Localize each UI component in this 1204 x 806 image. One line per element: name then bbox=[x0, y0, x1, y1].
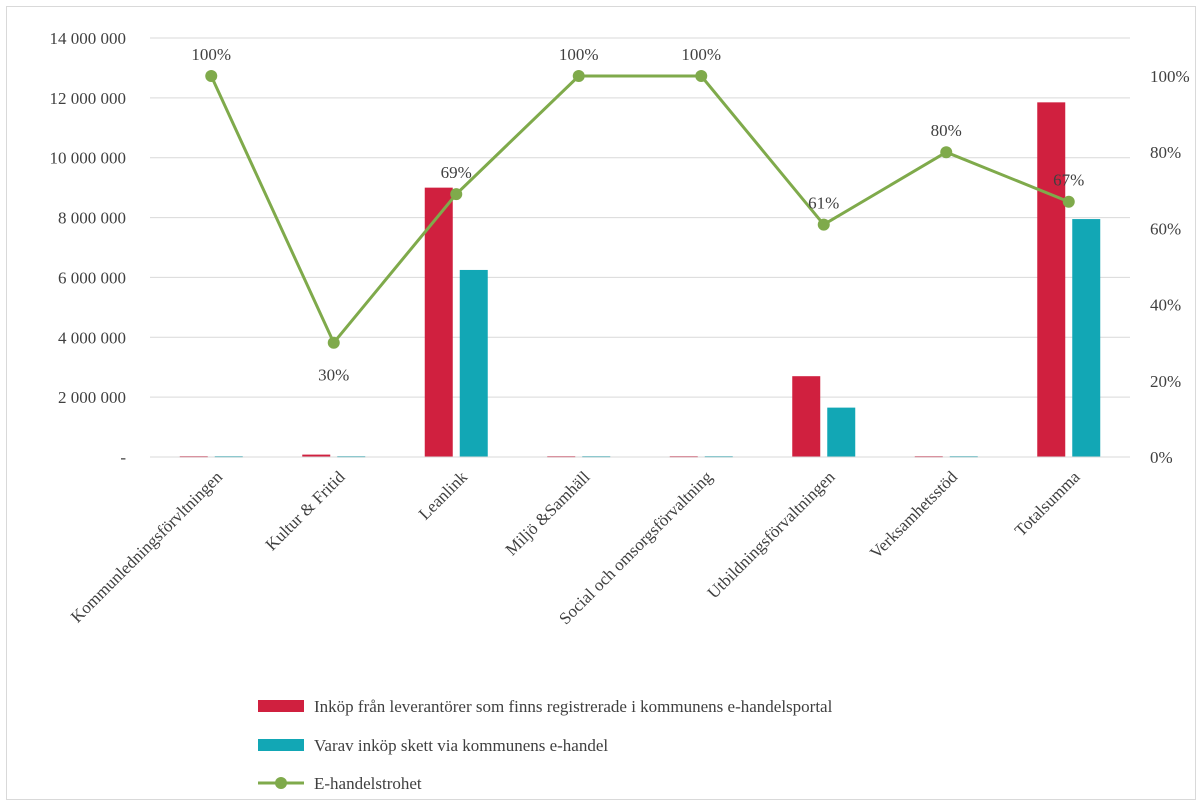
chart-frame bbox=[6, 6, 1196, 800]
category-label: Leanlink bbox=[415, 467, 472, 524]
line-series bbox=[205, 70, 1075, 349]
bars bbox=[179, 102, 1101, 458]
data-label: 100% bbox=[681, 45, 721, 64]
y-left-tick-label: 8 000 000 bbox=[58, 209, 126, 228]
data-label: 61% bbox=[808, 194, 839, 213]
line-point bbox=[817, 218, 830, 231]
category-label: Utbildningsförvaltningen bbox=[704, 467, 839, 602]
y-left-tick-label: 2 000 000 bbox=[58, 388, 126, 407]
y-left-tick-label: - bbox=[120, 448, 126, 467]
y-axis-right: 0% 20% 40% 60% 80% 100% bbox=[1150, 67, 1190, 467]
y-left-tick-label: 14 000 000 bbox=[50, 29, 127, 48]
category-labels: Kommunledningsförvltningen Kultur & Friti… bbox=[67, 467, 1084, 628]
legend-label: Varav inköp skett via kommunens e-handel bbox=[314, 736, 608, 755]
bar bbox=[792, 376, 821, 457]
y-left-tick-label: 12 000 000 bbox=[50, 89, 127, 108]
legend-marker bbox=[275, 777, 287, 789]
legend-swatch bbox=[258, 739, 304, 751]
category-label: Totalsumma bbox=[1011, 467, 1084, 540]
data-labels: 100% 30% 69% 100% 100% 61% 80% 67% bbox=[191, 45, 1084, 385]
line-point bbox=[450, 188, 463, 201]
line-point bbox=[572, 70, 585, 82]
legend: Inköp från leverantörer som finns regist… bbox=[258, 697, 833, 793]
line-point bbox=[205, 70, 218, 82]
category-label: Miljö &Samhäll bbox=[502, 467, 594, 559]
y-left-tick-label: 6 000 000 bbox=[58, 268, 126, 287]
y-left-tick-label: 10 000 000 bbox=[50, 149, 127, 168]
y-right-tick-label: 60% bbox=[1150, 219, 1181, 238]
line-series-path bbox=[209, 74, 1070, 346]
y-axis-left: - 2 000 000 4 000 000 6 000 000 8 000 000 10 … bbox=[50, 29, 127, 467]
bar bbox=[424, 187, 453, 457]
y-right-tick-label: 40% bbox=[1150, 296, 1181, 315]
line-point bbox=[1062, 195, 1075, 208]
bar bbox=[1037, 102, 1066, 457]
y-right-tick-label: 100% bbox=[1150, 67, 1190, 86]
category-label: Verksamhetsstöd bbox=[866, 467, 961, 562]
bar bbox=[459, 269, 488, 457]
line-point bbox=[327, 336, 340, 349]
data-label: 80% bbox=[931, 121, 962, 140]
data-label: 30% bbox=[318, 366, 349, 385]
category-label: Kultur & Fritid bbox=[262, 467, 349, 554]
y-right-tick-label: 0% bbox=[1150, 448, 1173, 467]
legend-swatch bbox=[258, 700, 304, 712]
data-label: 100% bbox=[559, 45, 599, 64]
y-right-tick-label: 20% bbox=[1150, 372, 1181, 391]
bar bbox=[1072, 219, 1101, 457]
legend-label: Inköp från leverantörer som finns regist… bbox=[314, 697, 833, 716]
category-label: Kommunledningsförvltningen bbox=[67, 467, 226, 626]
line-point bbox=[695, 70, 708, 82]
data-label: 100% bbox=[191, 45, 231, 64]
data-label: 67% bbox=[1053, 171, 1084, 190]
legend-label: E-handelstrohet bbox=[314, 774, 422, 793]
gridlines bbox=[150, 37, 1130, 398]
bar bbox=[302, 454, 331, 457]
line-point bbox=[940, 146, 953, 159]
data-label: 69% bbox=[441, 163, 472, 182]
y-left-tick-label: 4 000 000 bbox=[58, 328, 126, 347]
y-right-tick-label: 80% bbox=[1150, 143, 1181, 162]
bar bbox=[827, 407, 856, 457]
